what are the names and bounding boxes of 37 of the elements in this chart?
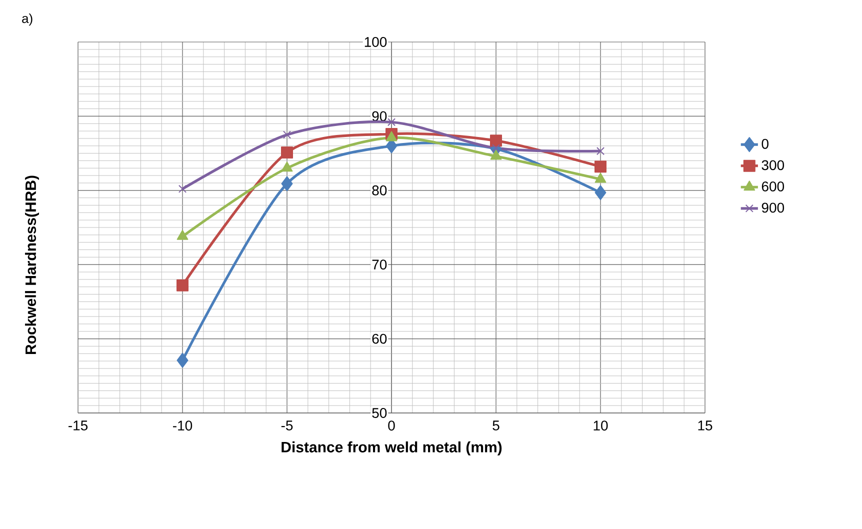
point xyxy=(176,279,189,292)
legend-label: 0 xyxy=(762,138,768,149)
y-tick-label: 80 xyxy=(372,185,387,196)
point xyxy=(281,162,293,172)
point xyxy=(386,131,398,142)
legend-label: 600 xyxy=(762,181,784,192)
point xyxy=(281,176,293,192)
point xyxy=(176,352,188,368)
point xyxy=(490,134,502,147)
point xyxy=(176,230,188,240)
legend-label: 300 xyxy=(762,160,784,170)
legend-label: 900 xyxy=(762,202,784,213)
x-tick-label: -5 xyxy=(281,420,293,430)
point xyxy=(596,147,605,156)
text: a) xyxy=(22,14,32,26)
point xyxy=(281,146,294,159)
x-tick-label: -15 xyxy=(68,420,88,430)
point xyxy=(178,184,187,193)
point xyxy=(594,172,606,183)
x-tick-label: 5 xyxy=(492,420,500,430)
x-tick-label: -10 xyxy=(173,420,192,431)
x-tick-label: 0 xyxy=(388,420,395,431)
point xyxy=(282,130,292,139)
x-tick-label: 10 xyxy=(594,420,608,431)
point xyxy=(492,144,500,152)
y-tick-label: 90 xyxy=(372,111,387,122)
point xyxy=(594,185,606,200)
x-axis-title: Distance from weld metal (mm) xyxy=(282,441,502,456)
point xyxy=(594,160,606,173)
point xyxy=(387,118,396,126)
point xyxy=(490,150,502,160)
y-tick-label: 60 xyxy=(372,334,387,344)
y-tick-label: 70 xyxy=(372,260,387,270)
y-tick-label: 50 xyxy=(372,408,387,418)
y-axis-title: Rockwell Hardness(HRB) xyxy=(25,176,39,354)
x-tick-label: 15 xyxy=(698,420,712,430)
y-tick-label: 100 xyxy=(364,37,387,47)
